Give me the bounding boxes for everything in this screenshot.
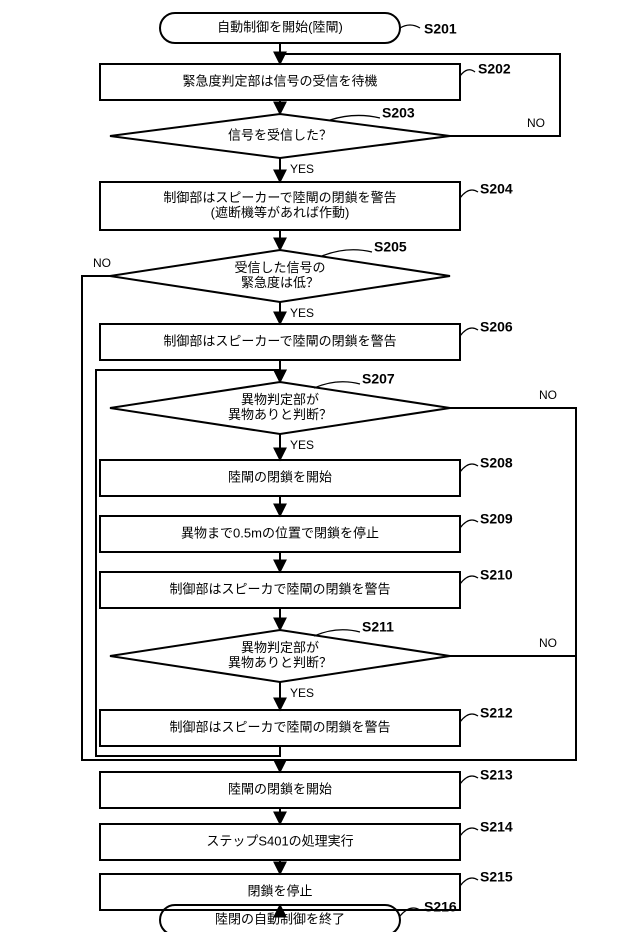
svg-text:緊急度判定部は信号の受信を待機: 緊急度判定部は信号の受信を待機: [182, 73, 377, 88]
svg-text:異物判定部が: 異物判定部が: [241, 640, 319, 655]
svg-text:自動制御を開始(陸閘): 自動制御を開始(陸閘): [217, 19, 343, 34]
svg-text:S215: S215: [480, 869, 513, 885]
svg-text:S201: S201: [424, 21, 457, 37]
svg-text:制御部はスピーカで陸閘の閉鎖を警告: 制御部はスピーカで陸閘の閉鎖を警告: [169, 581, 390, 596]
svg-text:S209: S209: [480, 511, 513, 527]
svg-text:NO: NO: [527, 116, 545, 130]
svg-text:S205: S205: [374, 239, 407, 255]
svg-text:YES: YES: [290, 686, 314, 700]
svg-text:S208: S208: [480, 455, 513, 471]
svg-text:S210: S210: [480, 567, 513, 583]
svg-text:受信した信号の: 受信した信号の: [234, 260, 325, 275]
svg-text:S207: S207: [362, 371, 395, 387]
svg-text:S203: S203: [382, 105, 415, 121]
svg-text:NO: NO: [539, 388, 557, 402]
svg-text:異物ありと判断？: 異物ありと判断？: [228, 407, 332, 422]
svg-text:YES: YES: [290, 162, 314, 176]
svg-text:異物判定部が: 異物判定部が: [241, 392, 319, 407]
svg-text:NO: NO: [93, 256, 111, 270]
svg-text:S212: S212: [480, 705, 513, 721]
svg-text:陸閘の閉鎖を開始: 陸閘の閉鎖を開始: [228, 781, 332, 796]
svg-text:制御部はスピーカーで陸閘の閉鎖を警告: 制御部はスピーカーで陸閘の閉鎖を警告: [163, 190, 396, 205]
flowchart: 自動制御を開始(陸閘) S201 緊急度判定部は信号の受信を待機 S202 信号を受信し…: [0, 0, 640, 932]
svg-text:YES: YES: [290, 438, 314, 452]
svg-text:S204: S204: [480, 181, 513, 197]
svg-text:陸閉の自動制御を終了: 陸閉の自動制御を終了: [215, 911, 345, 926]
svg-text:陸閘の閉鎖を開始: 陸閘の閉鎖を開始: [228, 469, 332, 484]
svg-text:YES: YES: [290, 306, 314, 320]
svg-text:S214: S214: [480, 819, 513, 835]
svg-text:S216: S216: [424, 899, 457, 915]
svg-text:NO: NO: [539, 636, 557, 650]
svg-text:信号を受信した？: 信号を受信した？: [228, 127, 332, 142]
svg-text:制御部はスピーカーで陸閘の閉鎖を警告: 制御部はスピーカーで陸閘の閉鎖を警告: [163, 333, 396, 348]
svg-text:緊急度は低？: 緊急度は低？: [241, 275, 319, 290]
svg-text:閉鎖を停止: 閉鎖を停止: [247, 883, 312, 898]
svg-text:(遮断機等があれば作動): (遮断機等があれば作動): [211, 205, 350, 220]
svg-text:異物ありと判断？: 異物ありと判断？: [228, 655, 332, 670]
svg-text:ステップS401の処理実行: ステップS401の処理実行: [206, 833, 353, 848]
svg-text:制御部はスピーカで陸閘の閉鎖を警告: 制御部はスピーカで陸閘の閉鎖を警告: [169, 719, 390, 734]
svg-text:異物まで0.5mの位置で閉鎖を停止: 異物まで0.5mの位置で閉鎖を停止: [181, 525, 379, 540]
svg-text:S202: S202: [478, 61, 511, 77]
svg-text:S213: S213: [480, 767, 513, 783]
svg-text:S211: S211: [362, 619, 394, 635]
svg-text:S206: S206: [480, 319, 513, 335]
